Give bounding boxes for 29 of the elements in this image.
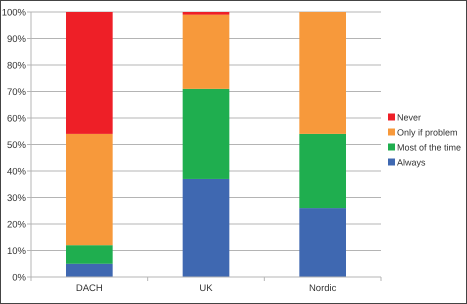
y-tick-label: 80% xyxy=(6,60,27,72)
legend-label: Never xyxy=(397,112,422,122)
bar xyxy=(66,12,113,134)
legend-label: Most of the time xyxy=(397,142,462,152)
bar xyxy=(182,12,230,15)
bar xyxy=(299,208,346,277)
x-tick-label: DACH xyxy=(76,283,103,294)
y-tick-label: 60% xyxy=(6,113,27,124)
legend-label: Always xyxy=(397,158,426,168)
y-tick-label: 30% xyxy=(6,192,27,204)
y-tick-label: 40% xyxy=(6,166,27,178)
y-tick-label: 20% xyxy=(6,219,27,230)
y-tick-label: 90% xyxy=(6,34,27,45)
x-tick-label: Nordic xyxy=(308,283,337,294)
y-tick-label: 100% xyxy=(2,7,27,18)
legend-label: Only if problem xyxy=(397,128,458,138)
y-tick-label: 0% xyxy=(12,272,27,284)
y-tick-label: 70% xyxy=(6,86,27,98)
bar xyxy=(182,88,230,179)
y-tick-label: 10% xyxy=(6,246,27,257)
x-tick-label: UK xyxy=(199,283,214,294)
bar xyxy=(299,12,346,134)
bar xyxy=(182,14,230,89)
bar xyxy=(66,264,113,277)
bar xyxy=(299,134,346,208)
bar xyxy=(66,245,113,264)
bar xyxy=(182,178,230,277)
y-tick-label: 50% xyxy=(6,140,27,151)
bar xyxy=(66,134,113,246)
